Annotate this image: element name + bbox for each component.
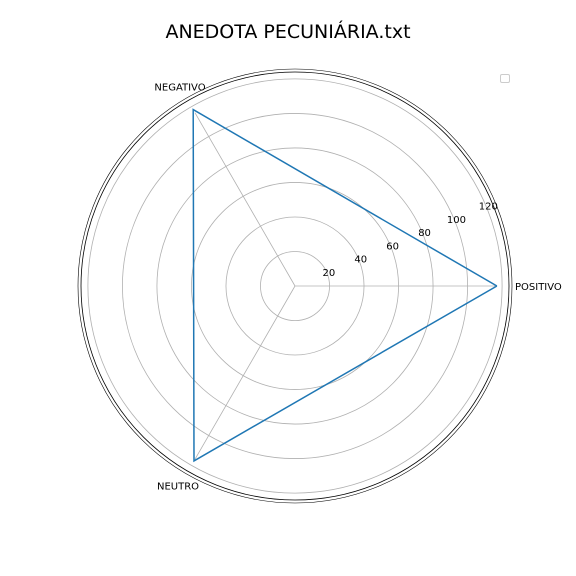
category-label-positivo: POSITIVO xyxy=(515,282,562,293)
label-layer: 20 40 60 80 100 120 POSITIVO NEGATIVO NEUTRO xyxy=(154,83,562,493)
series-line xyxy=(192,108,498,463)
r-tick-label: 80 xyxy=(418,228,431,239)
spoke-negativo xyxy=(194,112,296,287)
polar-frame-outer xyxy=(77,68,513,504)
chart-title: ANEDOTA PECUNIÁRIA.txt xyxy=(165,21,411,43)
spoke-neutro xyxy=(194,285,296,460)
r-tick-label: 40 xyxy=(354,255,367,266)
category-label-neutro: NEUTRO xyxy=(157,481,199,492)
polar-frame xyxy=(80,71,510,501)
legend-box xyxy=(500,74,510,83)
r-tick-label: 120 xyxy=(479,202,498,213)
grid-circle-120 xyxy=(87,78,503,494)
category-label-negativo: NEGATIVO xyxy=(154,83,205,94)
spoke-layer xyxy=(194,112,496,460)
series-layer xyxy=(192,108,498,463)
r-tick-label: 20 xyxy=(323,268,336,279)
r-tick-label: 100 xyxy=(447,215,466,226)
r-tick-label: 60 xyxy=(386,241,399,252)
